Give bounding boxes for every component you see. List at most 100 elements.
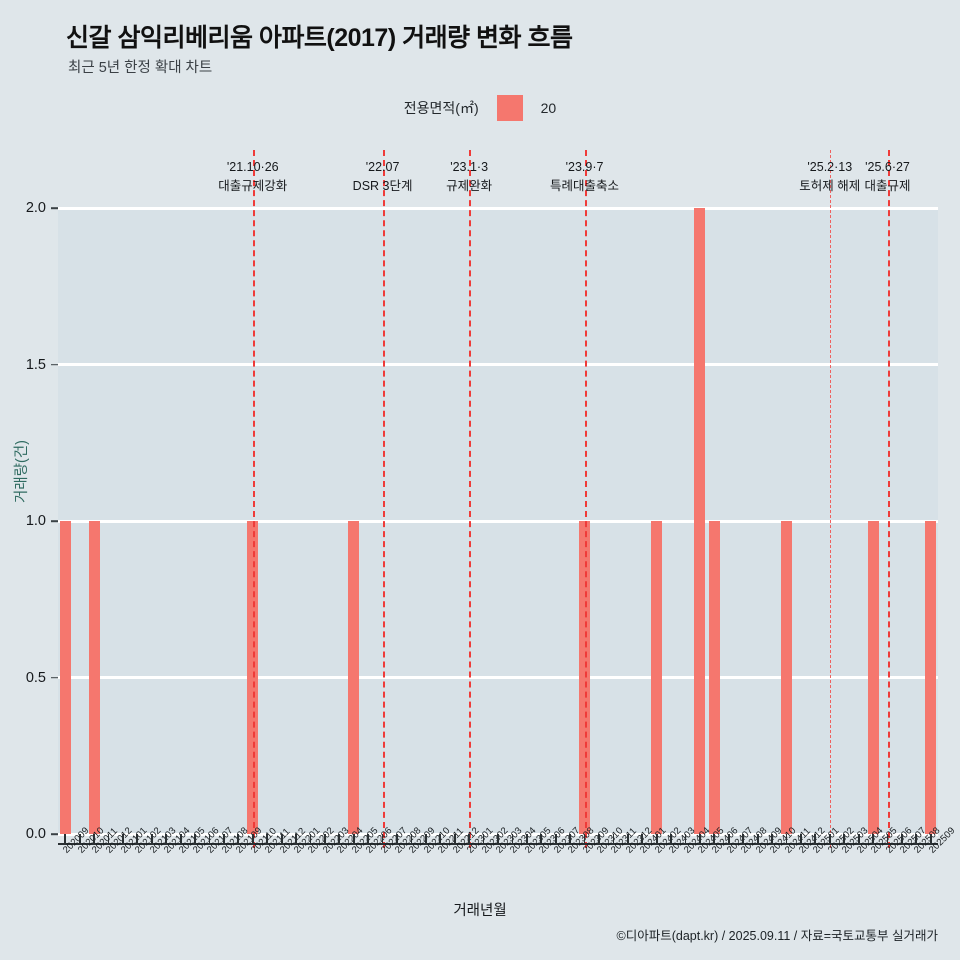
annotation-text: DSR 3단계: [352, 179, 413, 194]
x-tick-mark: [569, 834, 572, 844]
y-tick-mark: [51, 676, 58, 679]
x-tick-mark: [64, 834, 67, 844]
x-tick-mark: [583, 834, 586, 844]
annotation-text: 대출규제: [864, 179, 911, 194]
x-tick-mark: [828, 834, 831, 844]
x-tick-mark: [626, 834, 629, 844]
x-tick-mark: [598, 834, 600, 844]
x-tick-mark: [280, 834, 283, 844]
bar-202505[interactable]: [867, 521, 879, 834]
x-tick-mark: [785, 834, 788, 844]
gridline: [58, 363, 938, 366]
annotation-date: '22.07: [365, 160, 400, 174]
gridline: [58, 676, 938, 679]
event-line-202207: [382, 150, 385, 848]
x-axis-line: [58, 843, 938, 845]
bar-202402[interactable]: [651, 521, 663, 834]
x-tick-mark: [525, 834, 528, 844]
x-tick-mark: [843, 834, 846, 844]
plot-area: [58, 150, 938, 848]
bar-202405[interactable]: [694, 208, 706, 834]
legend-title: 전용면적(㎡): [403, 100, 479, 116]
x-tick-mark: [497, 834, 499, 844]
bar-202009[interactable]: [59, 521, 71, 834]
legend-swatch-20: [496, 95, 523, 121]
x-tick-mark: [453, 834, 456, 844]
y-tick-mark: [51, 520, 58, 522]
x-tick-mark: [771, 834, 773, 844]
y-tick-label: 0.0: [25, 826, 46, 842]
x-tick-mark: [886, 834, 889, 844]
footer-credit: ©디아파트(dapt.kr) / 2025.09.11 / 자료=국토교통부 실…: [616, 929, 939, 943]
x-tick-mark: [223, 834, 225, 844]
annotation-date: '25.2·13: [807, 160, 853, 174]
gridline: [58, 206, 938, 210]
x-tick-mark: [857, 834, 860, 844]
x-tick-mark: [756, 834, 759, 844]
x-tick-mark: [713, 834, 716, 844]
x-tick-mark: [742, 834, 745, 844]
x-tick-mark: [352, 834, 355, 844]
x-tick-mark: [482, 834, 485, 844]
event-line-202502: [829, 150, 831, 848]
chart-legend: 전용면적(㎡) 20: [0, 95, 960, 121]
annotation-202110: '21.10·26 대출규제강화: [218, 158, 287, 197]
x-tick-mark: [165, 834, 168, 844]
x-tick-mark: [251, 834, 254, 844]
x-axis-label: 거래년월: [453, 903, 507, 919]
annotation-date: '21.10·26: [226, 160, 279, 174]
x-tick-mark: [150, 834, 153, 844]
x-tick-mark: [872, 834, 874, 844]
legend-label-20: 20: [540, 100, 557, 116]
x-tick-mark: [554, 834, 557, 844]
x-tick-mark: [338, 834, 341, 844]
x-tick-mark: [107, 834, 110, 844]
bar-202509[interactable]: [925, 521, 937, 834]
x-tick-mark: [237, 834, 240, 844]
x-tick-mark: [929, 834, 932, 844]
x-tick-mark: [381, 834, 384, 844]
x-tick-mark: [179, 834, 182, 844]
x-tick-mark: [295, 834, 297, 844]
x-tick-mark: [915, 834, 918, 844]
annotation-202502: '25.2·13 토허제 해제: [799, 158, 860, 197]
x-tick-mark: [727, 834, 730, 844]
annotation-202207: '22.07 DSR 3단계: [353, 158, 413, 197]
page-title: 신갈 삼익리베리움 아파트(2017) 거래량 변화 흐름: [66, 24, 573, 52]
annotation-202301: '23.1·3 규제완화: [446, 158, 492, 197]
bar-202406[interactable]: [708, 521, 720, 834]
x-tick-mark: [367, 834, 370, 844]
annotation-text: 규제완화: [446, 179, 493, 194]
x-tick-mark: [699, 834, 701, 844]
x-tick-mark: [78, 834, 81, 844]
x-tick-mark: [439, 834, 442, 844]
x-tick-mark: [194, 834, 196, 844]
bar-202011[interactable]: [88, 521, 100, 834]
annotation-date: '23.1·3: [450, 160, 489, 174]
x-tick-mark: [309, 834, 312, 844]
y-tick-label: 1.0: [25, 513, 46, 529]
x-tick-mark: [424, 834, 427, 844]
x-tick-mark: [122, 834, 124, 844]
y-tick-mark: [51, 363, 58, 366]
gridline: [58, 519, 938, 523]
bar-202411[interactable]: [781, 521, 793, 834]
y-tick-label: 0.5: [25, 669, 46, 686]
annotation-202309: '23.9·7 특례대출축소: [550, 158, 619, 197]
x-tick-mark: [93, 834, 95, 844]
x-tick-mark: [323, 834, 326, 844]
annotation-date: '23.9·7: [565, 160, 604, 174]
event-line-202309: [584, 150, 587, 848]
x-tick-mark: [655, 834, 658, 844]
x-tick-mark: [670, 834, 672, 844]
bar-202205[interactable]: [348, 521, 360, 834]
x-tick-mark: [901, 834, 903, 844]
x-tick-mark: [814, 834, 817, 844]
x-tick-mark: [540, 834, 543, 844]
x-tick-mark: [410, 834, 413, 844]
event-line-202110: [252, 150, 255, 848]
annotation-text: 토허제 해제: [799, 179, 861, 194]
x-tick-mark: [684, 834, 687, 844]
annotation-date: '25.6·27: [865, 160, 910, 174]
